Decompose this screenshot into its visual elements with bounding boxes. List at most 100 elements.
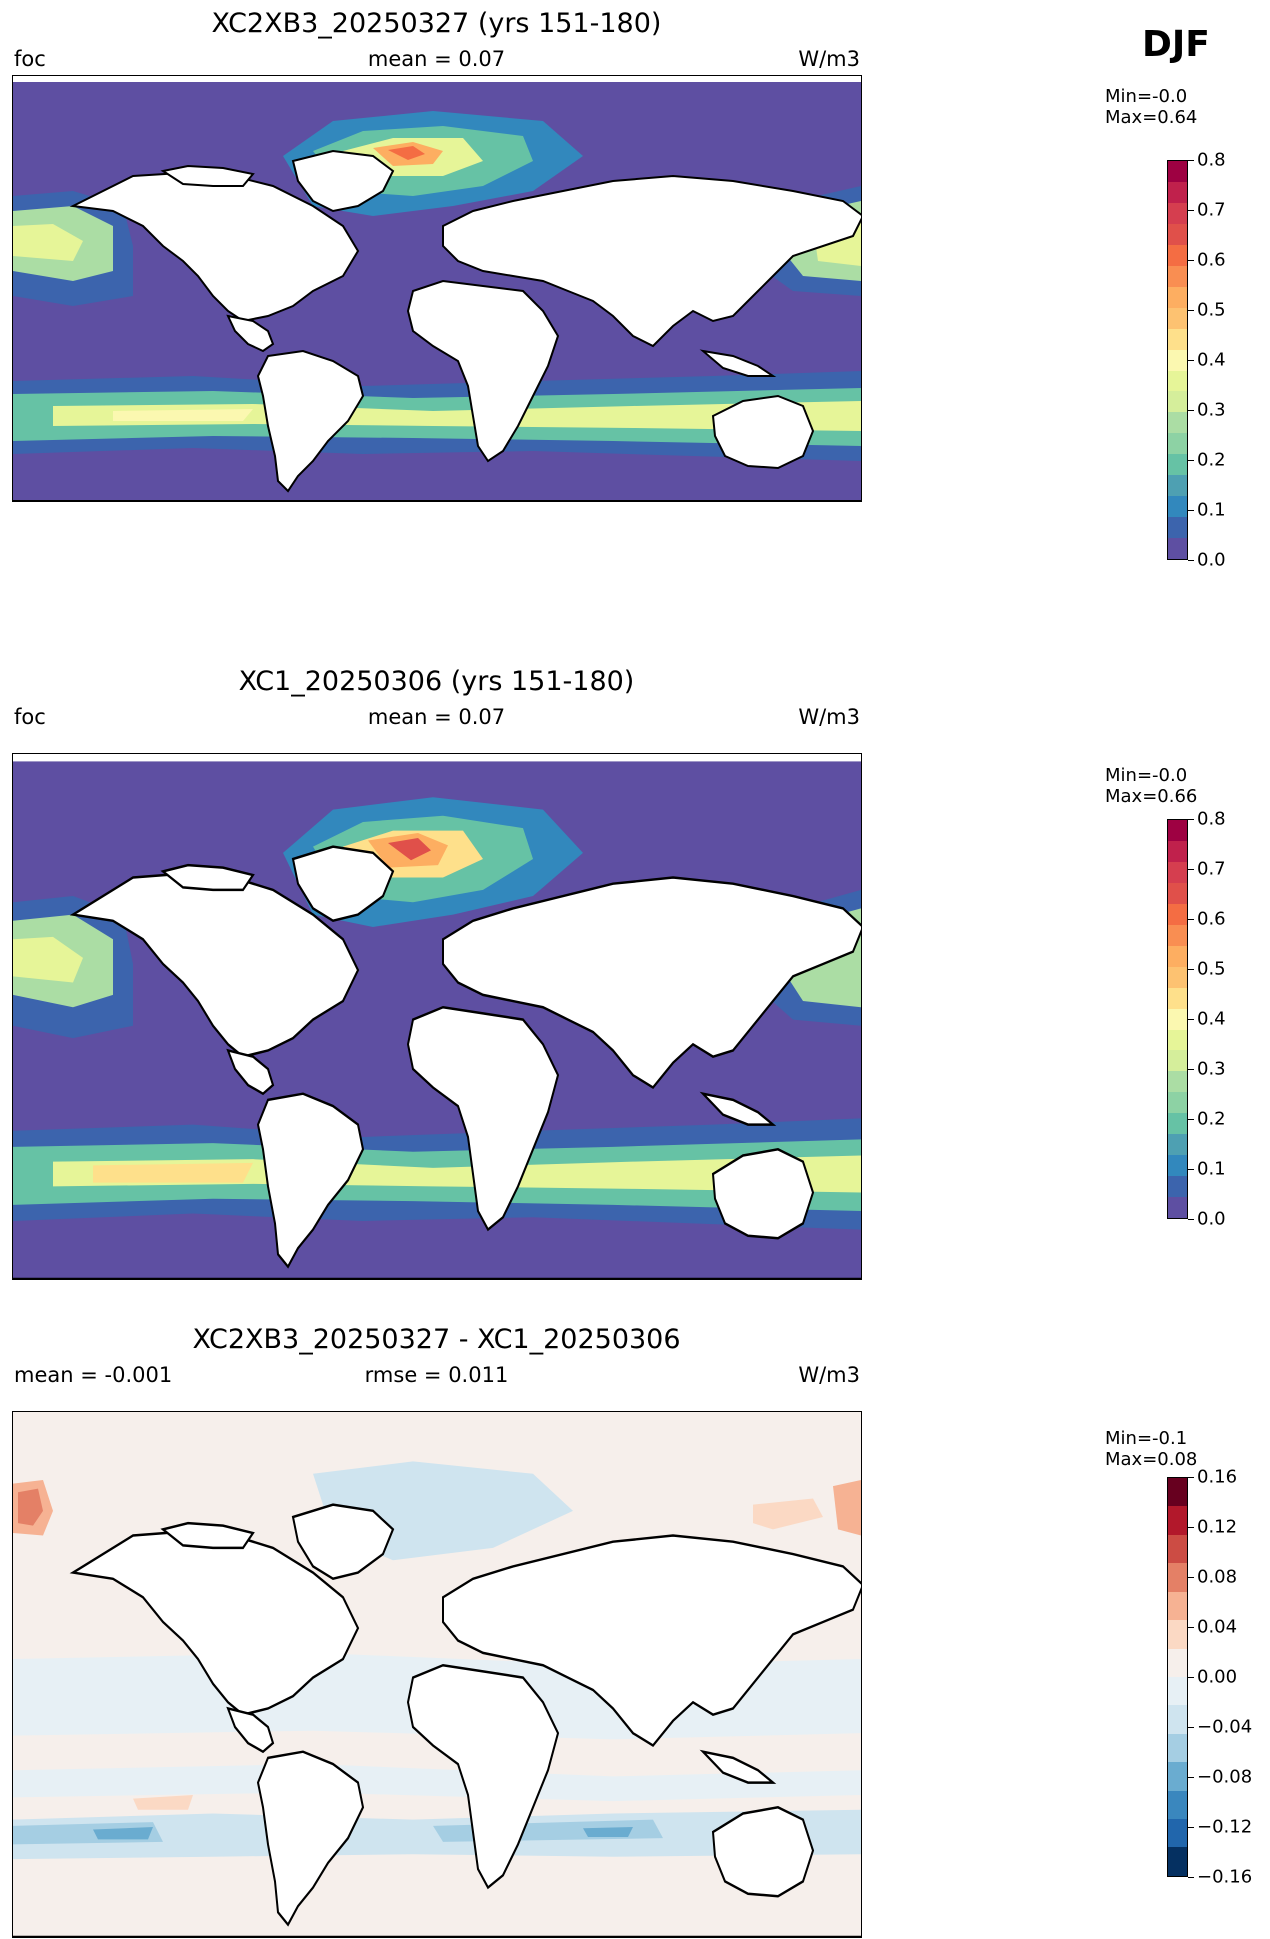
season-label: DJF — [1142, 24, 1210, 65]
panel-3-max-label: Max=0.08 — [1105, 1449, 1198, 1470]
colorbar-segment — [1168, 286, 1187, 308]
panel-1-center-label: mean = 0.07 — [367, 47, 506, 71]
panel-2-title: XC1_20250306 (yrs 151-180) — [238, 666, 635, 697]
colorbar-segment — [1168, 1008, 1187, 1030]
panel-1-title: XC2XB3_20250327 (yrs 151-180) — [211, 8, 662, 39]
colorbar-segment — [1168, 1092, 1187, 1114]
colorbar-tick-label: 0.00 — [1197, 1666, 1238, 1688]
colorbar-tick — [1188, 560, 1194, 561]
panel-1-max-label: Max=0.64 — [1105, 107, 1198, 128]
panel-2-min-label: Min=-0.0 — [1105, 765, 1188, 786]
colorbar-segment — [1168, 265, 1187, 287]
colorbar-tick — [1188, 869, 1194, 870]
colorbar-tick — [1188, 160, 1194, 161]
colorbar-tick — [1188, 1877, 1194, 1878]
panel-3-left-label: mean = -0.001 — [14, 1363, 173, 1387]
panel-1-colorbar — [1167, 160, 1188, 560]
colorbar-segment — [1168, 1676, 1187, 1706]
panel-2-colorbar — [1167, 819, 1188, 1219]
colorbar-tick-label: 0.5 — [1197, 299, 1226, 321]
colorbar-tick — [1188, 1169, 1194, 1170]
colorbar-segment — [1168, 1762, 1187, 1791]
colorbar-segment — [1168, 475, 1187, 497]
colorbar-segment — [1168, 924, 1187, 946]
colorbar-segment — [1168, 1819, 1187, 1848]
colorbar-segment — [1168, 1563, 1187, 1592]
panel-1-map — [12, 75, 862, 502]
colorbar-segment — [1168, 903, 1187, 925]
colorbar-segment — [1168, 496, 1187, 518]
colorbar-segment — [1168, 223, 1187, 245]
colorbar-tick-label: 0.1 — [1197, 499, 1226, 521]
colorbar-tick-label: 0.4 — [1197, 1008, 1226, 1030]
colorbar-tick-label: 0.2 — [1197, 449, 1226, 471]
colorbar-segment — [1168, 244, 1187, 266]
colorbar-tick — [1188, 1677, 1194, 1678]
colorbar-tick-label: 0.4 — [1197, 349, 1226, 371]
colorbar-tick-label: 0.5 — [1197, 958, 1226, 980]
colorbar-tick — [1188, 1119, 1194, 1120]
colorbar-tick — [1188, 310, 1194, 311]
colorbar-tick — [1188, 1219, 1194, 1220]
colorbar-segment — [1168, 181, 1187, 203]
colorbar-segment — [1168, 820, 1187, 841]
panel-2-map — [12, 753, 862, 1280]
colorbar-segment — [1168, 1050, 1187, 1072]
colorbar-tick — [1188, 1827, 1194, 1828]
colorbar-segment — [1168, 328, 1187, 350]
colorbar-tick-label: 0.2 — [1197, 1108, 1226, 1130]
colorbar-segment — [1168, 1534, 1187, 1564]
colorbar-segment — [1168, 1506, 1187, 1535]
colorbar-tick-label: 0.12 — [1197, 1516, 1238, 1538]
colorbar-segment — [1168, 454, 1187, 476]
colorbar-tick-label: 0.6 — [1197, 908, 1226, 930]
colorbar-tick-label: 0.0 — [1197, 1208, 1226, 1230]
panel-2-center-label: mean = 0.07 — [367, 705, 506, 729]
colorbar-tick-label: −0.16 — [1197, 1866, 1253, 1888]
colorbar-tick — [1188, 1727, 1194, 1728]
panel-1-min-label: Min=-0.0 — [1105, 86, 1188, 107]
colorbar-tick — [1188, 360, 1194, 361]
colorbar-segment — [1168, 1197, 1187, 1219]
colorbar-segment — [1168, 840, 1187, 862]
colorbar-tick — [1188, 1069, 1194, 1070]
colorbar-tick-label: 0.04 — [1197, 1616, 1238, 1638]
colorbar-tick — [1188, 819, 1194, 820]
colorbar-segment — [1168, 966, 1187, 988]
colorbar-tick-label: 0.0 — [1197, 549, 1226, 571]
colorbar-tick-label: −0.08 — [1197, 1766, 1253, 1788]
panel-3-min-label: Min=-0.1 — [1105, 1428, 1188, 1449]
colorbar-segment — [1168, 1134, 1187, 1156]
panel-3-right-label: W/m3 — [798, 1363, 860, 1387]
colorbar-segment — [1168, 307, 1187, 329]
colorbar-tick — [1188, 1477, 1194, 1478]
colorbar-tick-label: 0.8 — [1197, 149, 1226, 171]
colorbar-tick — [1188, 260, 1194, 261]
colorbar-tick — [1188, 969, 1194, 970]
colorbar-segment — [1168, 1071, 1187, 1093]
colorbar-tick-label: 0.16 — [1197, 1466, 1238, 1488]
colorbar-segment — [1168, 1591, 1187, 1621]
colorbar-segment — [1168, 1113, 1187, 1135]
colorbar-segment — [1168, 1648, 1187, 1677]
colorbar-segment — [1168, 1029, 1187, 1051]
colorbar-segment — [1168, 987, 1187, 1009]
colorbar-tick — [1188, 1019, 1194, 1020]
colorbar-tick-label: 0.3 — [1197, 399, 1226, 421]
colorbar-segment — [1168, 1847, 1187, 1876]
colorbar-segment — [1168, 1155, 1187, 1177]
colorbar-tick — [1188, 410, 1194, 411]
colorbar-segment — [1168, 538, 1187, 560]
colorbar-segment — [1168, 1478, 1187, 1507]
colorbar-tick-label: 0.3 — [1197, 1058, 1226, 1080]
colorbar-tick — [1188, 460, 1194, 461]
colorbar-segment — [1168, 202, 1187, 224]
panel-3-title: XC2XB3_20250327 - XC1_20250306 — [192, 1324, 681, 1355]
panel-3-colorbar — [1167, 1477, 1188, 1877]
colorbar-segment — [1168, 412, 1187, 434]
panel-3-map — [12, 1411, 862, 1938]
colorbar-segment — [1168, 882, 1187, 904]
colorbar-tick — [1188, 1777, 1194, 1778]
colorbar-segment — [1168, 1620, 1187, 1649]
colorbar-segment — [1168, 161, 1187, 182]
